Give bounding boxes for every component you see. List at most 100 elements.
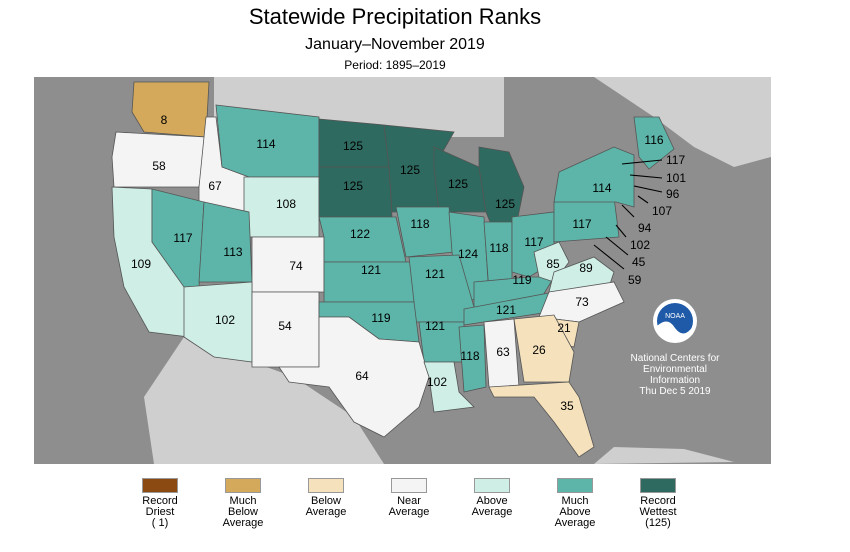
rank-WV: 85 [546,257,560,271]
us-precipitation-map: 8 58 67 114 108 125 125 125 125 125 109 … [34,77,771,464]
rank-NE: 122 [350,227,370,241]
leader-MD [593,244,625,270]
legend-label: Below [228,506,258,518]
noaa-logo-text: NOAA [665,313,685,320]
rank-IA: 118 [410,217,429,231]
rank-MO: 121 [425,267,445,281]
legend-swatch [308,478,344,493]
legend-item-much-below: Much Below Average [203,478,283,529]
state-WA[interactable] [131,81,210,138]
rank-NV: 117 [173,231,192,245]
legend-label: Average [554,517,596,529]
state-IA[interactable] [395,206,455,258]
map-subtitle: January–November 2019 [305,36,485,53]
rank-WY: 108 [276,197,296,211]
legend-item-above: Above Average [452,478,532,518]
rank-MS: 118 [460,349,479,363]
rank-IN: 118 [489,241,508,255]
state-VA[interactable] [548,256,615,293]
legend-swatch [640,478,676,493]
legend-swatch [142,478,178,493]
legend-label: Average [388,506,430,518]
noaa-date: Thu Dec 5 2019 [639,386,711,397]
map-title: Statewide Precipitation Ranks [248,4,542,29]
legend-label: Record [142,495,178,507]
state-GA[interactable] [513,314,575,383]
rank-KY: 119 [512,273,531,287]
map-period: Period: 1895–2019 [344,58,446,72]
rank-GA: 26 [532,343,546,357]
state-NC[interactable] [538,281,625,323]
legend-label: ( 1) [151,517,169,529]
rank-DE: 45 [632,255,646,269]
rank-SC: 21 [557,321,571,335]
state-MS[interactable] [458,324,487,393]
noaa-logo: NOAA [653,299,697,343]
state-LA[interactable] [423,361,475,413]
mexico-landmass [144,337,384,464]
state-FL[interactable] [488,381,595,458]
legend-item-below: Below Average [286,478,366,518]
rank-PA: 117 [572,217,591,231]
rank-MI: 125 [495,197,515,211]
rank-OR: 58 [152,159,166,173]
legend-label: Much [229,495,257,507]
noaa-block: NOAA National Centers for Environmental … [620,298,730,397]
rank-CO: 74 [289,259,303,273]
state-UT[interactable] [198,201,253,283]
state-NY[interactable] [553,146,635,208]
noaa-line1: National Centers for [630,353,720,364]
rank-ME: 116 [644,133,663,147]
leader-CT [621,204,635,218]
legend-label: Average [222,517,264,529]
rank-LA: 102 [427,375,447,389]
legend-label: (125) [645,517,671,529]
legend-item-record-driest: Record Driest ( 1) [120,478,200,529]
legend-label: Much [561,495,589,507]
rank-MN: 125 [400,163,420,177]
callout-leaders [593,159,663,270]
legend-swatch [557,478,593,493]
rank-SD: 125 [343,179,363,193]
rank-KS: 121 [361,263,381,277]
rank-TN: 121 [496,303,516,317]
legend-label: Above [559,506,591,518]
state-WI[interactable] [433,146,487,213]
rank-AZ: 102 [215,313,235,327]
legend-label: Average [471,506,513,518]
rank-MT: 114 [256,137,275,151]
legend-label: Above [476,495,508,507]
rank-FL: 35 [560,399,574,413]
legend-item-near: Near Average [369,478,449,518]
rank-NJ: 102 [630,238,650,252]
state-ME[interactable] [633,116,675,170]
bahamas-cuba [594,447,734,464]
state-CO[interactable] [251,236,325,293]
legend-swatch [391,478,427,493]
legend-item-much-above: Much Above Average [535,478,615,529]
rank-ND: 125 [343,139,363,153]
rank-CT: 94 [638,221,652,235]
legend-label: Average [305,506,347,518]
rank-VA: 89 [579,261,593,275]
rank-WA: 8 [161,113,168,127]
legend-label: Near [397,495,421,507]
rank-NH: 101 [666,171,686,185]
legend-label: Driest [145,506,175,518]
rank-UT: 113 [223,245,242,259]
rank-NM: 54 [278,319,292,333]
rank-MD: 59 [628,273,642,287]
rank-AL: 63 [496,345,510,359]
legend-label: Record [640,495,676,507]
rank-VT: 117 [666,153,685,167]
rank-TX: 64 [355,369,369,383]
leader-NJ [615,224,627,238]
state-AZ[interactable] [183,281,253,363]
legend: Record Driest ( 1) Much Below Average Be… [120,478,700,548]
leader-MA [633,185,663,193]
state-OR[interactable] [111,131,207,188]
leader-VT [621,159,663,165]
rank-NC: 73 [575,295,589,309]
legend-swatch [474,478,510,493]
leader-NH [629,174,663,179]
